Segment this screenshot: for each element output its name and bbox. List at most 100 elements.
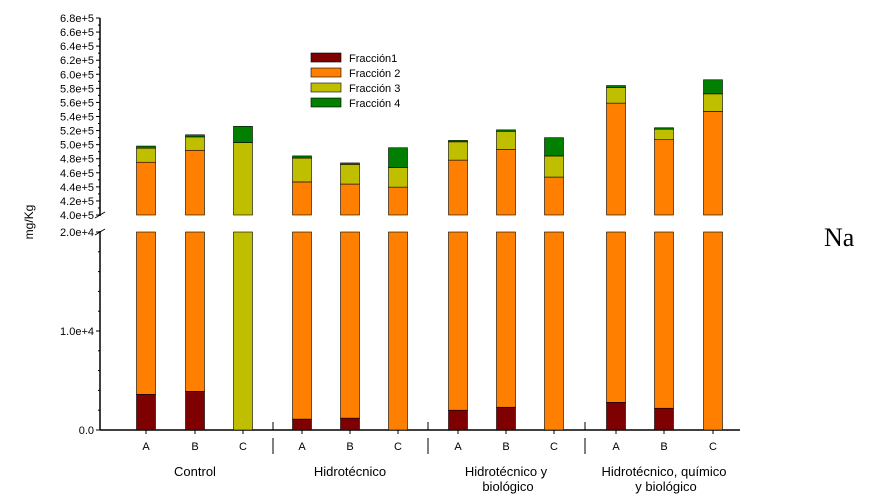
bar-segment-upper — [292, 155, 312, 159]
upper-y-tick-label: 4.0e+5 — [60, 210, 94, 222]
bar-segment-upper — [496, 129, 516, 132]
y-axis-label: mg/Kg — [22, 205, 36, 240]
lower-y-tick-label: 2.0e+4 — [60, 227, 94, 239]
bar-segment-upper — [544, 176, 564, 216]
bar-segment-lower — [544, 231, 564, 431]
upper-y-tick-label: 5.4e+5 — [60, 112, 94, 124]
bar-segment-upper — [233, 126, 253, 143]
bar-segment-upper — [703, 79, 723, 95]
category-label: C — [394, 441, 402, 453]
bar-segment-upper — [292, 181, 312, 216]
legend-entry: Fracción 2 — [349, 68, 400, 80]
bar-segment-upper — [703, 93, 723, 112]
legend-entry: Fracción 4 — [349, 98, 400, 110]
bar-segment-lower — [292, 418, 312, 431]
upper-y-tick-label: 4.2e+5 — [60, 196, 94, 208]
group-label: Control — [174, 464, 216, 479]
bar-segment-upper — [388, 167, 408, 188]
category-label: B — [191, 441, 198, 453]
group-label: y biológico — [635, 479, 696, 494]
bar-segment-upper — [606, 85, 626, 88]
bar-segment-upper — [388, 147, 408, 168]
bar-segment-upper — [340, 162, 360, 165]
bar-segment-upper — [340, 164, 360, 185]
legend-swatch — [310, 97, 342, 108]
bar-segment-lower — [606, 401, 626, 431]
bar-segment-upper — [448, 140, 468, 143]
bar-segment-upper — [233, 142, 253, 216]
bar-segment-upper — [185, 134, 205, 138]
bar-segment-lower — [496, 231, 516, 408]
category-label: C — [709, 441, 717, 453]
bar-segment-upper — [654, 139, 674, 216]
legend-entry: Fracción 3 — [349, 83, 400, 95]
bar-segment-upper — [654, 128, 674, 141]
bar-segment-upper — [448, 159, 468, 216]
bar-segment-upper — [606, 87, 626, 104]
upper-y-tick-label: 4.6e+5 — [60, 168, 94, 180]
bar-segment-upper — [544, 137, 564, 157]
legend-swatch — [310, 67, 342, 78]
legend-entry: Fracción1 — [349, 53, 397, 65]
element-label: Na — [824, 223, 855, 252]
upper-y-tick-label: 6.4e+5 — [60, 41, 94, 53]
group-label: biológico — [482, 479, 533, 494]
bar-segment-upper — [654, 127, 674, 130]
bar-segment-lower — [136, 394, 156, 431]
bar-segment-lower — [233, 231, 253, 431]
category-label: B — [346, 441, 353, 453]
labels: A B C A B C A B C A B C Control Hidrotécnico Hidrotécn… — [142, 441, 726, 494]
bar-segment-upper — [185, 149, 205, 216]
bars — [136, 79, 723, 431]
bar-segment-upper — [544, 155, 564, 178]
upper-y-tick-label: 5.8e+5 — [60, 83, 94, 95]
bar-segment-upper — [388, 186, 408, 216]
upper-y-tick-label: 6.6e+5 — [60, 27, 94, 39]
bar-segment-upper — [136, 147, 156, 163]
upper-y-tick-label: 4.4e+5 — [60, 182, 94, 194]
lower-y-tick-label: 0.0 — [79, 425, 94, 437]
category-label: A — [298, 441, 306, 453]
upper-y-tick-label: 6.0e+5 — [60, 69, 94, 81]
bar-segment-lower — [340, 417, 360, 431]
upper-y-tick-label: 5.2e+5 — [60, 126, 94, 138]
category-label: A — [142, 441, 150, 453]
bar-segment-lower — [388, 231, 408, 431]
bar-segment-upper — [606, 102, 626, 216]
bar-segment-lower — [185, 231, 205, 392]
group-label: Hidrotécnico — [314, 464, 386, 479]
bar-segment-upper — [136, 145, 156, 149]
bar-segment-lower — [185, 391, 205, 431]
upper-y-tick-label: 6.8e+5 — [60, 13, 94, 25]
upper-y-tick-label: 5.0e+5 — [60, 140, 94, 152]
category-label: A — [454, 441, 462, 453]
group-label: Hidrotécnico y — [465, 464, 548, 479]
bar-segment-lower — [606, 231, 626, 403]
legend-swatch — [310, 82, 342, 93]
category-label: B — [502, 441, 509, 453]
bar-segment-upper — [703, 111, 723, 216]
legend: Fracción1 Fracción 2 Fracción 3 Fracción 4 — [310, 52, 400, 110]
bar-segment-upper — [496, 130, 516, 150]
upper-y-tick-label: 6.2e+5 — [60, 55, 94, 67]
category-label: A — [612, 441, 620, 453]
upper-y-tick-label: 4.8e+5 — [60, 154, 94, 166]
bar-segment-lower — [654, 231, 674, 409]
bar-segment-upper — [292, 157, 312, 183]
bar-segment-lower — [448, 231, 468, 411]
bar-segment-lower — [654, 407, 674, 431]
bar-segment-upper — [185, 136, 205, 151]
bar-segment-lower — [703, 231, 723, 431]
bar-segment-lower — [292, 231, 312, 420]
category-label: C — [239, 441, 247, 453]
bar-segment-upper — [340, 183, 360, 216]
bar-segment-lower — [340, 231, 360, 419]
lower-y-tick-label: 1.0e+4 — [60, 326, 94, 338]
bar-segment-lower — [136, 231, 156, 395]
bar-segment-upper — [496, 149, 516, 216]
bar-segment-upper — [448, 141, 468, 161]
bar-segment-lower — [448, 409, 468, 431]
bar-segment-upper — [136, 161, 156, 216]
upper-y-tick-label: 5.6e+5 — [60, 97, 94, 109]
